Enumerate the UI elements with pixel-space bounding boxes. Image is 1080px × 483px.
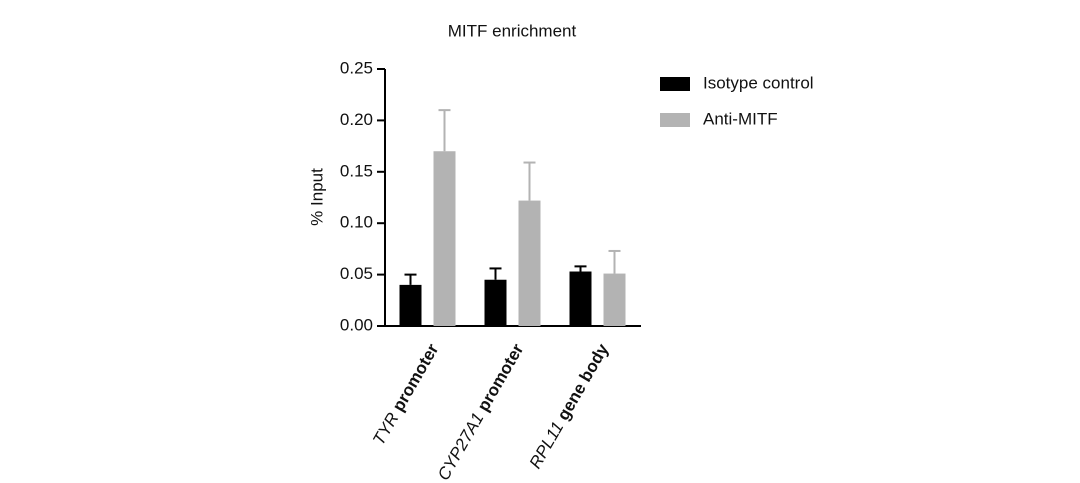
error-bar [523,161,536,201]
gene-name: TYR [370,410,403,449]
gene-region: promoter [474,340,528,414]
error-bar [489,267,502,280]
y-tick-label: 0.15 [340,161,373,180]
error-bar [574,265,587,272]
x-tick-label: RPL11gene body [526,340,613,472]
y-tick-label: 0.05 [340,264,373,283]
bar [569,271,592,326]
gene-region: promoter [389,340,443,414]
bar [484,279,507,326]
error-bar [438,109,451,152]
bar [399,284,422,326]
legend-label: Isotype control [703,73,814,92]
legend-label: Anti-MITF [703,109,778,128]
gene-name: RPL11 [526,419,568,472]
y-tick-label: 0.25 [340,58,373,77]
error-bar [608,249,621,274]
x-tick-label: CYP27A1promoter [434,340,528,483]
error-bar [404,273,417,285]
bar [433,151,456,326]
bar [603,273,626,326]
y-tick-label: 0.20 [340,110,373,129]
bar [518,200,541,326]
y-tick-label: 0.00 [340,315,373,334]
y-tick-label: 0.10 [340,213,373,232]
gene-name: CYP27A1 [434,410,488,483]
legend-swatch [660,77,690,91]
gene-region: gene body [554,340,613,424]
y-axis-label: % Input [307,168,326,226]
chart-title: MITF enrichment [448,21,577,40]
x-tick-label: TYRpromoter [370,340,443,448]
legend-swatch [660,113,690,127]
